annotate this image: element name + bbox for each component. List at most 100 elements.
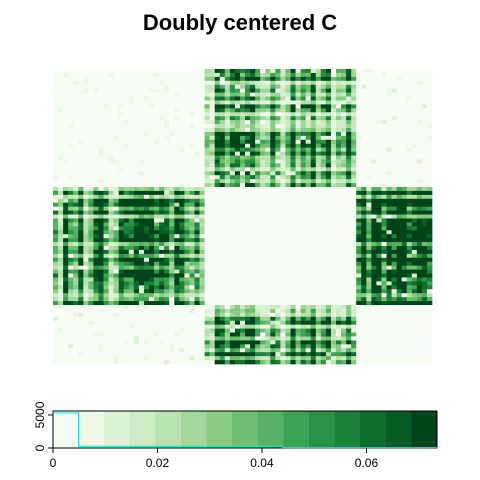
heatmap-cell [103,116,109,121]
heatmap-cell [164,210,170,215]
heatmap-cell [214,257,221,263]
heatmap-cell [295,100,301,105]
heatmap-cell [260,187,266,192]
heatmap-cell [68,128,74,133]
heatmap-cell [128,88,135,93]
heatmap-cell [351,242,357,247]
heatmap-cell [73,308,79,314]
heatmap-cell [103,104,109,109]
heatmap-cell [396,316,403,322]
heatmap-cell [209,218,216,223]
heatmap-cell [73,305,79,310]
heatmap-cell [184,324,190,329]
heatmap-cell [199,265,205,270]
heatmap-cell [204,222,210,227]
heatmap-cell [270,206,276,211]
heatmap-cell [224,261,231,267]
heatmap-cell [123,175,130,180]
heatmap-cell [270,76,276,82]
heatmap-cell [138,135,145,141]
heatmap-cell [88,293,94,298]
heatmap-cell [270,305,276,310]
heatmap-cell [214,234,221,239]
heatmap-cell [310,222,317,227]
heatmap-cell [194,120,200,125]
heatmap-cell [179,76,185,82]
heatmap-cell [169,206,175,211]
heatmap-cell [123,281,130,286]
heatmap-cell [391,218,397,223]
heatmap-cell [310,261,317,267]
heatmap-cell [300,277,307,282]
heatmap-cell [371,108,377,113]
heatmap-cell [159,80,165,86]
heatmap-cell [78,257,84,263]
heatmap-cell [169,214,175,219]
heatmap-cell [275,124,281,129]
heatmap-cell [68,328,74,333]
heatmap-cell [411,80,418,86]
heatmap-cell [396,277,403,282]
heatmap-cell [68,84,74,90]
heatmap-cell [98,253,104,259]
heatmap-cell [169,305,175,310]
heatmap-cell [290,269,296,274]
heatmap-cell [103,297,109,302]
heatmap-cell [245,194,251,200]
heatmap-cell [356,253,362,259]
heatmap-cell [174,293,180,298]
heatmap-cell [239,265,246,270]
heatmap-cell [169,285,175,290]
heatmap-cell [416,76,423,82]
heatmap-cell [58,328,64,333]
heatmap-cell [108,104,114,109]
heatmap-cell [381,320,387,326]
heatmap-cell [239,112,246,117]
heatmap-cell [411,88,418,93]
heatmap-cell [346,261,352,267]
heatmap-cell [376,210,382,215]
heatmap-cell [128,206,135,211]
heatmap-cell [356,143,362,149]
heatmap-cell [361,222,367,227]
heatmap-cell [138,269,145,274]
heatmap-cell [194,167,200,172]
heatmap-cell [366,155,372,160]
heatmap-cell [371,277,377,282]
heatmap-cell [214,194,221,200]
heatmap-cell [346,190,352,196]
heatmap-cell [275,210,281,215]
heatmap-cell [280,257,286,263]
heatmap-cell [275,120,281,125]
heatmap-cell [98,104,104,109]
heatmap-cell [149,175,155,180]
heatmap-cell [421,242,428,247]
heatmap-cell [103,269,109,274]
heatmap-cell [406,131,413,137]
heatmap-cell [224,206,231,211]
heatmap-cell [174,253,180,259]
heatmap-cell [113,285,120,290]
heatmap-cell [194,159,200,164]
heatmap-cell [58,308,64,314]
heatmap-cell [174,301,180,306]
heatmap-cell [58,222,64,227]
heatmap-cell [361,124,367,129]
heatmap-cell [366,242,372,247]
heatmap-cell [335,92,342,97]
heatmap-cell [214,305,221,310]
heatmap-cell [366,293,372,298]
heatmap-cell [128,151,135,156]
heatmap-cell [376,147,382,152]
heatmap-cell [143,293,150,298]
heatmap-cell [234,214,241,219]
heatmap-cell [300,281,307,286]
heatmap-cell [330,139,337,145]
heatmap-cell [194,179,200,184]
heatmap-cell [411,281,418,286]
heatmap-cell [376,214,382,219]
heatmap-cell [421,277,428,282]
heatmap-cell [285,277,291,282]
heatmap-cell [63,151,69,156]
heatmap-cell [366,159,372,164]
